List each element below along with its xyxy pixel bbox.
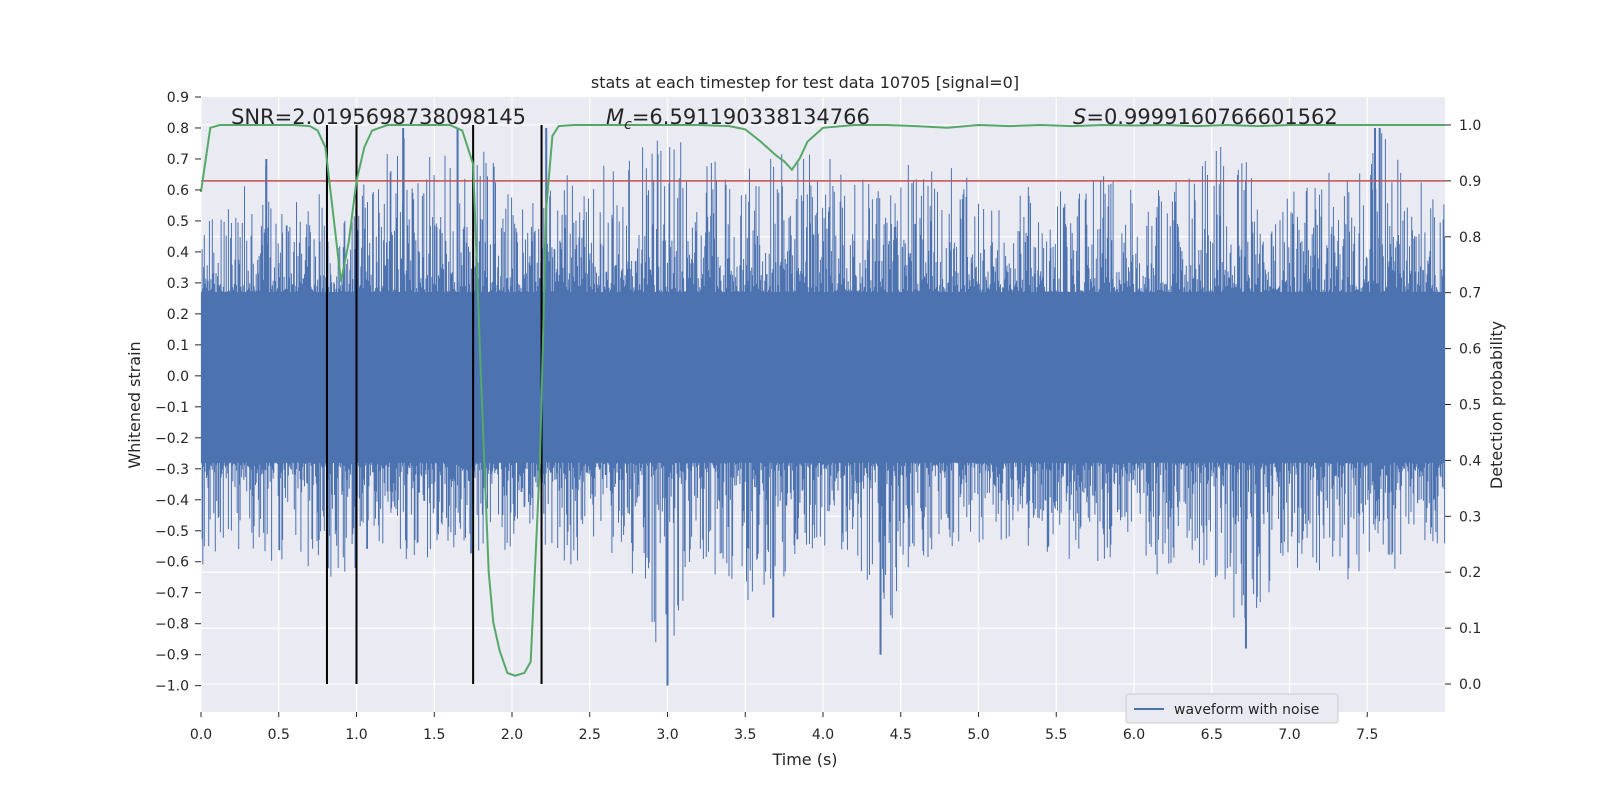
plot-area xyxy=(200,97,1446,712)
y-right-tick-label: 0.7 xyxy=(1459,286,1481,302)
y-right-tick-label: 0.2 xyxy=(1459,565,1481,581)
x-tick-label: 0.5 xyxy=(268,727,290,743)
x-tick-label: 5.0 xyxy=(967,727,989,743)
s-symbol: S xyxy=(1073,105,1086,129)
y-axis-label-left: Whitened strain xyxy=(125,341,144,468)
x-tick-label: 2.0 xyxy=(501,727,523,743)
y-left-tick-label: −1.0 xyxy=(155,679,189,695)
x-tick-label: 4.5 xyxy=(890,727,912,743)
y-left-tick-label: −0.4 xyxy=(155,493,189,509)
x-tick-label: 3.0 xyxy=(656,727,678,743)
s-value: =0.9999160766601562 xyxy=(1086,105,1337,129)
y-left-tick-label: 0.2 xyxy=(167,307,189,323)
y-left-tick-label: −0.3 xyxy=(155,462,189,478)
y-left-tick-label: 0.3 xyxy=(167,276,189,292)
y-right-tick-label: 0.4 xyxy=(1459,453,1481,469)
x-tick-label: 1.5 xyxy=(423,727,445,743)
x-tick-label: 6.0 xyxy=(1123,727,1145,743)
waveform-dense-band xyxy=(201,292,1445,463)
y-left-tick-label: 0.4 xyxy=(167,245,189,261)
chirp-mass-annotation: Mc=6.591190338134766 xyxy=(606,105,870,133)
y-right-tick-label: 0.3 xyxy=(1459,509,1481,525)
y-right-tick-label: 0.6 xyxy=(1459,342,1481,358)
y-left-tick-label: −0.6 xyxy=(155,555,189,571)
x-tick-label: 7.5 xyxy=(1356,727,1378,743)
snr-annotation: SNR=2.0195698738098145 xyxy=(231,105,526,129)
chirp-mass-subscript: c xyxy=(624,117,632,133)
y-left-tick-label: −0.8 xyxy=(155,617,189,633)
x-axis-label: Time (s) xyxy=(771,750,837,769)
x-tick-label: 6.5 xyxy=(1201,727,1223,743)
y-left-tick-label: −0.7 xyxy=(155,586,189,602)
s-annotation: S=0.9999160766601562 xyxy=(1073,105,1338,129)
legend: waveform with noise xyxy=(1125,693,1339,724)
chart-title: stats at each timestep for test data 107… xyxy=(591,73,1019,92)
chirp-mass-symbol: M xyxy=(606,105,624,129)
y-left-tick-label: −0.9 xyxy=(155,648,189,664)
y-right-tick-label: 0.1 xyxy=(1459,621,1481,637)
x-tick-label: 3.5 xyxy=(734,727,756,743)
y-left-tick-label: 0.0 xyxy=(167,369,189,385)
axes: 0.0 0.5 1.0 1.5 2.0 2.5 3.0 3.5 4.0 4.5 5.0 5.5 6.0 6… xyxy=(155,90,1481,743)
y-right-tick-label: 1.0 xyxy=(1459,118,1481,134)
y-left-tick-label: 0.7 xyxy=(167,152,189,168)
x-tick-label: 2.5 xyxy=(579,727,601,743)
y-right-tick-label: 0.8 xyxy=(1459,230,1481,246)
waveform-series xyxy=(200,127,1446,686)
x-tick-label: 7.0 xyxy=(1278,727,1300,743)
y-left-tick-label: 0.5 xyxy=(167,214,189,230)
y-left-tick-label: 0.1 xyxy=(167,338,189,354)
legend-label: waveform with noise xyxy=(1174,702,1319,718)
detection-probability-line xyxy=(200,123,1445,677)
x-tick-label: 0.0 xyxy=(190,727,212,743)
legend-box xyxy=(1125,693,1339,724)
y-right-tick-label: 0.0 xyxy=(1459,677,1481,693)
x-tick-label: 4.0 xyxy=(812,727,834,743)
x-tick-label: 5.5 xyxy=(1045,727,1067,743)
x-tick-label: 1.0 xyxy=(345,727,367,743)
y-left-tick-label: −0.2 xyxy=(155,431,189,447)
y-left-tick-label: 0.8 xyxy=(167,121,189,137)
y-right-tick-label: 0.9 xyxy=(1459,174,1481,190)
y-left-tick-label: 0.6 xyxy=(167,183,189,199)
chirp-mass-value: =6.591190338134766 xyxy=(632,105,870,129)
y-left-tick-label: 0.9 xyxy=(167,90,189,106)
y-left-tick-label: −0.5 xyxy=(155,524,189,540)
y-right-tick-label: 0.5 xyxy=(1459,398,1481,414)
y-axis-label-right: Detection probability xyxy=(1487,321,1506,489)
y-left-tick-label: −0.1 xyxy=(155,400,189,416)
